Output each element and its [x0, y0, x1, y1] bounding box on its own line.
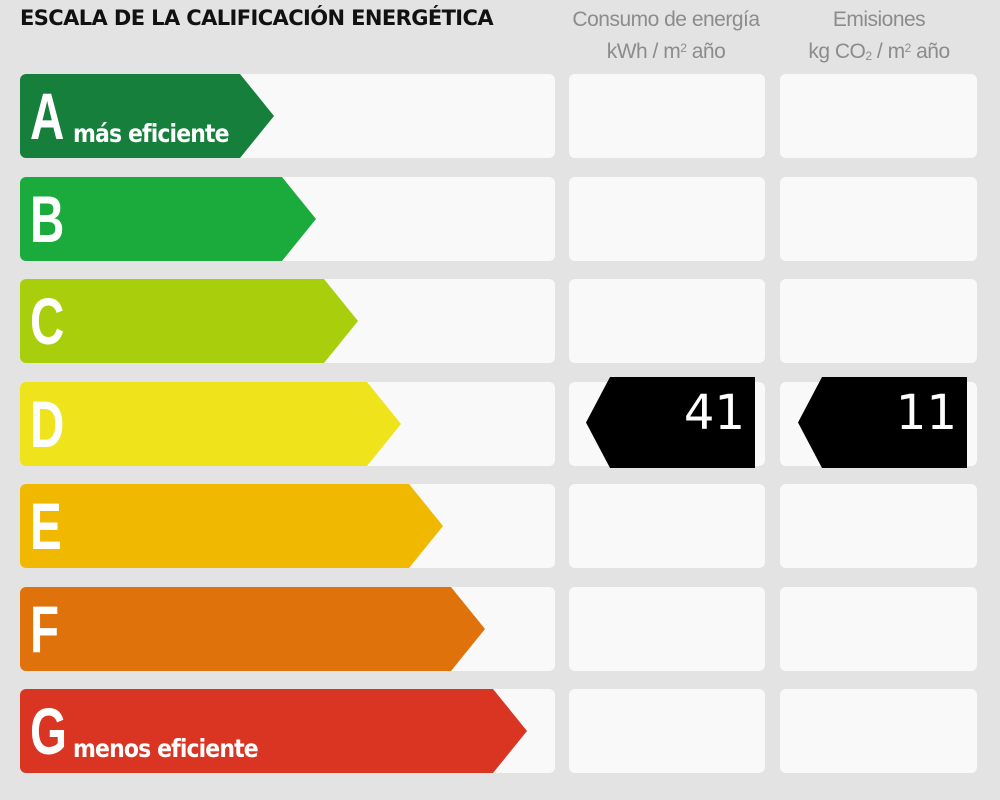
energy-column-header: Consumo de energía kWh / m2 año — [566, 4, 766, 68]
band-letter: A — [30, 79, 65, 153]
energy-cell — [569, 484, 765, 568]
emissions-cell — [780, 689, 977, 773]
energy-cell — [569, 279, 765, 363]
energy-band-c: C — [20, 279, 358, 363]
energy-cell — [569, 689, 765, 773]
energy-band-e: E — [20, 484, 443, 568]
energy-cell — [569, 177, 765, 261]
band-letter: G — [30, 694, 67, 768]
energy-band-b: B — [20, 177, 316, 261]
emissions-cell — [780, 74, 977, 158]
energy-rating-value: 41 — [683, 385, 745, 441]
band-description: más eficiente — [73, 119, 229, 148]
emissions-cell — [780, 484, 977, 568]
energy-cell — [569, 74, 765, 158]
energy-band-d: D — [20, 382, 401, 466]
energy-band-f: F — [20, 587, 485, 671]
emissions-cell — [780, 279, 977, 363]
emissions-cell — [780, 587, 977, 671]
emissions-column-title: Emisiones — [832, 8, 926, 31]
band-letter: D — [30, 387, 65, 461]
band-letter: B — [30, 182, 65, 256]
energy-column-unit: kWh / m2 año — [606, 40, 726, 63]
band-letter: E — [30, 489, 62, 563]
page-title: ESCALA DE LA CALIFICACIÓN ENERGÉTICA — [20, 6, 494, 30]
emissions-column-header: Emisiones kg CO2 / m2 año — [779, 4, 979, 68]
energy-column-title: Consumo de energía — [572, 8, 760, 31]
energy-rating-marker: 41 — [586, 377, 755, 468]
emissions-cell — [780, 177, 977, 261]
emissions-column-unit: kg CO2 / m2 año — [808, 40, 950, 63]
band-letter: F — [30, 592, 60, 666]
emissions-rating-value: 11 — [895, 385, 957, 441]
energy-cell — [569, 587, 765, 671]
band-description: menos eficiente — [73, 734, 258, 763]
emissions-rating-marker: 11 — [798, 377, 967, 468]
band-letter: C — [30, 284, 65, 358]
